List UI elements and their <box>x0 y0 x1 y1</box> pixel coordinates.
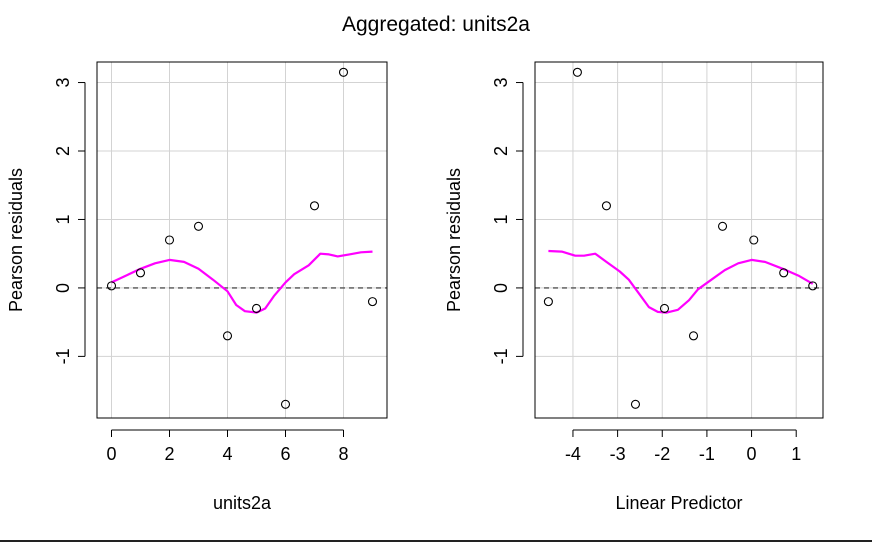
panel1-data-point <box>251 303 262 314</box>
panel1-x-axis-title: units2a <box>213 493 272 513</box>
panel2-x-tick-label: 0 <box>747 444 757 464</box>
panel2-x-axis-title: Linear Predictor <box>615 493 742 513</box>
panel2-y-tick-label: 1 <box>491 214 511 224</box>
panel1-data-point <box>280 399 291 409</box>
panel1-data-point <box>106 281 117 291</box>
panel1-y-tick-label: 0 <box>53 283 73 293</box>
panel1-x-tick-label: 8 <box>338 444 348 464</box>
panel2-x-tick-label: -3 <box>610 444 626 464</box>
left-panel-units2a: 0 2 4 6 8 -1 0 1 2 3 units2a Pearson residuals <box>6 61 388 513</box>
panel1-x-tick-label: 6 <box>280 444 290 464</box>
panel1-y-tick-label: 1 <box>53 214 73 224</box>
panel1-y-tick-label: 2 <box>53 146 73 156</box>
panel2-data-point <box>779 268 789 278</box>
panel2-data-point <box>688 331 699 341</box>
panel2-data-point <box>659 303 670 314</box>
panel1-x-tick-label: 0 <box>106 444 116 464</box>
panel1-x-tick-label: 4 <box>222 444 232 464</box>
panel2-data-point <box>749 235 759 245</box>
right-panel-linear-predictor: -4 -3 -2 -1 0 1 -1 0 1 2 3 Linear Predictor Pearson … <box>444 61 824 513</box>
panel1-data-point <box>309 201 320 211</box>
panel1-data-point <box>367 297 378 307</box>
panel2-x-tick-label: -4 <box>565 444 581 464</box>
panel1-y-tick-label: 3 <box>53 78 73 88</box>
panel2-x-tick-label: -2 <box>654 444 670 464</box>
panel2-data-point <box>572 67 582 77</box>
panel2-smooth-curve <box>548 249 814 314</box>
panel1-data-point <box>338 67 349 77</box>
panel2-y-tick-label: -1 <box>491 348 511 364</box>
panel2-data-point <box>808 281 818 291</box>
panel1-smooth-curve <box>111 250 373 314</box>
panel2-data-point <box>601 201 611 211</box>
panel2-data-point <box>717 221 728 231</box>
panel2-y-axis-title: Pearson residuals <box>444 168 464 312</box>
bottom-divider <box>0 540 872 542</box>
panel2-y-tick-label: 3 <box>491 78 511 88</box>
panel2-data-point <box>543 297 553 307</box>
panel2-y-tick-label: 0 <box>491 283 511 293</box>
panel2-plot-frame <box>534 61 824 419</box>
panel1-y-tick-label: -1 <box>53 348 73 364</box>
panel1-y-axis-title: Pearson residuals <box>6 168 26 312</box>
panel1-data-point <box>164 235 175 245</box>
panel2-x-tick-label: -1 <box>699 444 715 464</box>
panel2-data-point <box>630 399 641 409</box>
panel1-x-tick-label: 2 <box>164 444 174 464</box>
panel2-y-tick-label: 2 <box>491 146 511 156</box>
panel1-data-point <box>193 221 204 231</box>
panel2-x-tick-label: 1 <box>791 444 801 464</box>
panel1-plot-frame <box>96 61 388 419</box>
figure-title: Aggregated: units2a <box>342 13 530 36</box>
panel1-data-point <box>135 268 146 278</box>
panel1-data-point <box>222 331 233 341</box>
